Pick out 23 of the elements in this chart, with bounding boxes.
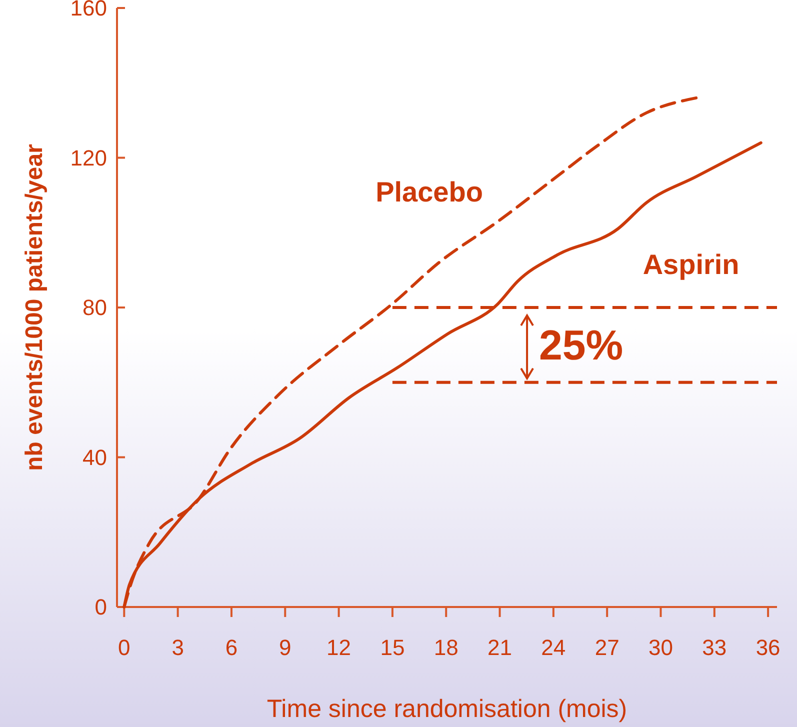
- annotation: 25%: [539, 322, 624, 369]
- series-label: Aspirin: [642, 248, 740, 280]
- y-tick-label: 0: [94, 594, 107, 620]
- x-tick-label: 9: [279, 635, 292, 660]
- x-tick-label: 36: [756, 635, 780, 660]
- series-label: Placebo: [376, 176, 483, 208]
- x-tick-label: 3: [172, 635, 184, 660]
- x-tick-label: 33: [702, 635, 727, 660]
- y-tick-label: 40: [82, 444, 107, 470]
- x-tick-label: 15: [380, 635, 405, 660]
- x-tick-label: 12: [326, 635, 352, 660]
- x-tick-label: 27: [594, 635, 620, 660]
- y-tick-label: 80: [82, 295, 107, 320]
- y-axis-title: nb events/1000 patients/year: [21, 144, 48, 471]
- x-tick-label: 21: [488, 635, 512, 660]
- x-tick-label: 18: [434, 635, 458, 660]
- x-tick-label: 0: [118, 635, 130, 660]
- y-tick-label: 120: [70, 145, 107, 170]
- x-axis-title: Time since randomisation (mois): [266, 695, 628, 723]
- y-tick-label: 160: [70, 0, 107, 21]
- x-tick-label: 24: [541, 635, 566, 660]
- x-tick-label: 30: [648, 635, 673, 660]
- x-tick-label: 6: [225, 635, 238, 660]
